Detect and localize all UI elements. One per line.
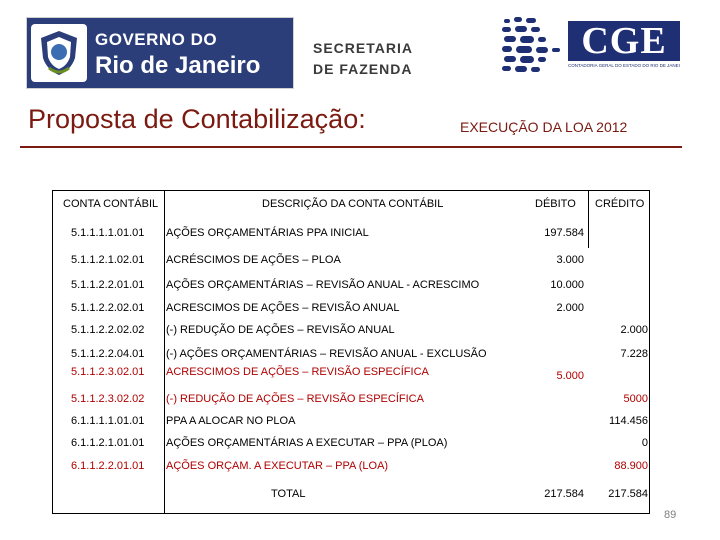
row-conta: 6.1.1.2.2.01.01 [71,460,145,472]
row-descricao: (-) REDUÇÃO DE AÇÕES – REVISÃO ANUAL [166,324,395,336]
accounting-table [52,190,650,514]
row-credito: 114.456 [609,415,648,427]
coat-of-arms-icon [31,24,87,82]
row-descricao: (-) AÇÕES ORÇAMENTÁRIAS – REVISÃO ANUAL … [166,348,487,360]
cge-logo: CGE CONTADORIA GERAL DO ESTADO DO RIO DE… [502,17,682,77]
row-conta: 6.1.1.1.1.01.01 [71,415,145,427]
secretaria-line2: DE FAZENDA [313,61,413,77]
row-debito: 3.000 [556,254,584,266]
row-conta: 5.1.1.1.1.01.01 [71,227,145,239]
row-descricao: ACRESCIMOS DE AÇÕES – REVISÃO ESPECÍFICA [166,366,429,378]
row-conta: 5.1.1.2.3.02.01 [71,366,145,378]
row-debito: 197.584 [544,227,584,239]
row-debito: 10.000 [550,279,584,291]
total-debito: 217.584 [544,488,584,500]
title-divider [20,146,682,148]
page-title: Proposta de Contabilização: [28,104,366,134]
row-credito: 88.900 [614,460,648,472]
row-descricao: AÇÕES ORÇAM. A EXECUTAR – PPA (LOA) [166,460,389,472]
cge-wordmark: CGE [568,20,680,62]
col-divider-3 [588,190,589,248]
row-credito: 5000 [623,393,648,405]
row-conta: 5.1.1.2.2.01.01 [71,279,145,291]
header-credito: CRÉDITO [595,198,645,210]
col-divider-1 [164,190,165,514]
gov-line2: Rio de Janeiro [95,52,261,79]
row-conta: 5.1.1.2.2.02.02 [71,324,145,336]
row-credito: 0 [641,437,648,449]
row-descricao: AÇÕES ORÇAMENTÁRIAS A EXECUTAR – PPA (PL… [166,437,448,449]
page-number: 89 [664,509,677,521]
row-descricao: (-) REDUÇÃO DE AÇÕES – REVISÃO ESPECÍFIC… [166,393,424,405]
row-credito: 2.000 [620,324,648,336]
page-subtitle: EXECUÇÃO DA LOA 2012 [460,119,628,135]
row-descricao: AÇÕES ORÇAMENTÁRIAS – REVISÃO ANUAL - AC… [166,279,480,291]
header-conta: CONTA CONTÁBIL [63,198,159,210]
header-debito: DÉBITO [535,198,576,210]
row-conta: 5.1.1.2.2.04.01 [71,348,145,360]
row-conta: 6.1.1.2.1.01.01 [71,437,145,449]
row-credito: 7.228 [620,348,648,360]
cge-dots-icon [502,17,560,72]
row-debito: 2.000 [556,302,584,314]
cge-subtitle: CONTADORIA GERAL DO ESTADO DO RIO DE JAN… [568,63,680,68]
row-conta: 5.1.1.2.1.02.01 [71,254,145,266]
total-credito: 217.584 [608,488,648,500]
row-conta: 5.1.1.2.2.02.01 [71,302,145,314]
row-descricao: ACRÉSCIMOS DE AÇÕES – PLOA [166,254,341,266]
header-descricao: DESCRIÇÃO DA CONTA CONTÁBIL [262,198,444,210]
gov-line1: GOVERNO DO [95,30,218,49]
row-debito: 5.000 [556,370,584,382]
secretaria-line1: SECRETARIA [313,40,413,56]
total-label: TOTAL [271,488,306,500]
governo-rj-logo: GOVERNO DO Rio de Janeiro [26,17,294,89]
row-descricao: AÇÕES ORÇAMENTÁRIAS PPA INICIAL [166,227,369,239]
row-descricao: ACRESCIMOS DE AÇÕES – REVISÃO ANUAL [166,302,400,314]
row-conta: 5.1.1.2.3.02.02 [71,393,145,405]
row-descricao: PPA A ALOCAR NO PLOA [166,415,296,427]
